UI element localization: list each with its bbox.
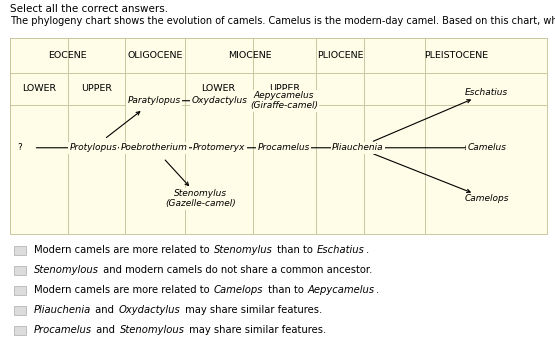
Text: Procamelus: Procamelus	[34, 325, 92, 335]
Text: and: and	[93, 305, 118, 315]
Text: Protomeryx: Protomeryx	[193, 143, 246, 152]
Text: than to: than to	[265, 285, 306, 295]
Text: Aepycamelus: Aepycamelus	[307, 285, 375, 295]
Text: and: and	[93, 325, 118, 335]
Text: Procamelus: Procamelus	[258, 143, 310, 152]
Text: Camelops: Camelops	[465, 194, 509, 203]
Text: Modern camels are more related to: Modern camels are more related to	[34, 285, 213, 295]
Text: Aepycamelus
(Giraffe-camel): Aepycamelus (Giraffe-camel)	[250, 91, 318, 110]
Text: Modern camels are more related to: Modern camels are more related to	[34, 245, 213, 255]
Text: Camelops: Camelops	[214, 285, 264, 295]
Text: Protylopus: Protylopus	[69, 143, 117, 152]
Text: LOWER: LOWER	[22, 84, 56, 94]
Bar	[14, 245, 26, 255]
Text: Eschatius: Eschatius	[317, 245, 365, 255]
Text: Select all the correct answers.: Select all the correct answers.	[10, 4, 168, 14]
Text: The phylogeny chart shows the evolution of camels. Camelus is the modern-day cam: The phylogeny chart shows the evolution …	[10, 16, 555, 26]
Text: Eschatius: Eschatius	[465, 88, 508, 97]
Bar	[14, 306, 26, 315]
Text: may share similar features.: may share similar features.	[185, 325, 326, 335]
Text: than to: than to	[274, 245, 316, 255]
Text: .: .	[366, 245, 369, 255]
Text: Pliauchenia: Pliauchenia	[332, 143, 384, 152]
Text: PLEISTOCENE: PLEISTOCENE	[423, 51, 488, 60]
Text: Camelus: Camelus	[467, 143, 506, 152]
Text: UPPER: UPPER	[269, 84, 300, 94]
Bar	[14, 286, 26, 294]
Bar	[14, 325, 26, 335]
Bar	[14, 266, 26, 274]
Text: .: .	[376, 285, 379, 295]
Text: Poebrotherium: Poebrotherium	[120, 143, 188, 152]
Text: may share similar features.: may share similar features.	[181, 305, 322, 315]
Text: UPPER: UPPER	[81, 84, 112, 94]
Text: Stenomylus
(Gazelle-camel): Stenomylus (Gazelle-camel)	[165, 189, 236, 208]
Text: EOCENE: EOCENE	[48, 51, 87, 60]
Text: Paratylopus: Paratylopus	[127, 96, 180, 105]
Text: ?: ?	[17, 143, 22, 152]
Text: Stenomylous: Stenomylous	[119, 325, 185, 335]
Text: OLIGOCENE: OLIGOCENE	[127, 51, 183, 60]
Text: Oxydactylus: Oxydactylus	[191, 96, 248, 105]
Text: Stenomylous: Stenomylous	[34, 265, 99, 275]
Text: Pliauchenia: Pliauchenia	[34, 305, 92, 315]
Text: MIOCENE: MIOCENE	[229, 51, 272, 60]
Text: LOWER: LOWER	[201, 84, 236, 94]
Text: PLIOCENE: PLIOCENE	[317, 51, 364, 60]
Text: Stenomylus: Stenomylus	[214, 245, 273, 255]
Text: Oxydactylus: Oxydactylus	[119, 305, 180, 315]
Text: and modern camels do not share a common ancestor.: and modern camels do not share a common …	[100, 265, 372, 275]
